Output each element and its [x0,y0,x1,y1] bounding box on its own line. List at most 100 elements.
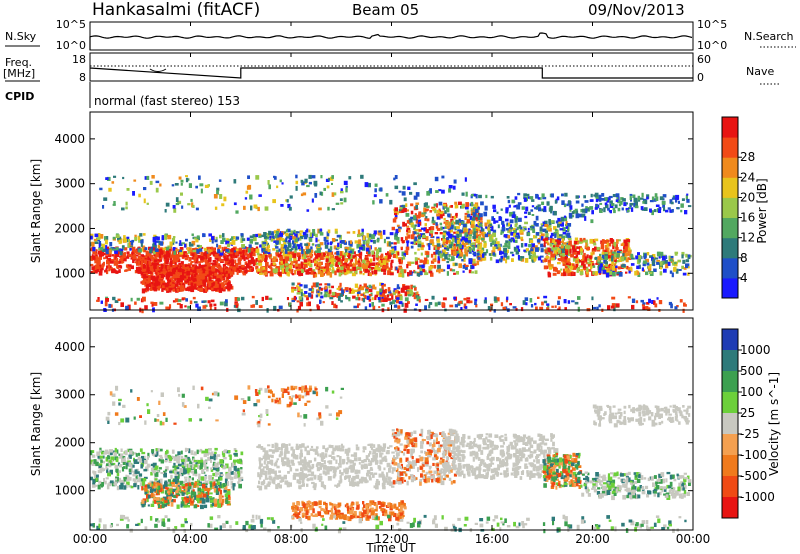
power-pixel [474,231,478,236]
power-pixel [505,218,509,222]
power-pixel [210,246,214,251]
power-pixel [437,301,441,306]
power-pixel [550,257,554,261]
power-pixel [474,298,478,302]
power-pixel [526,193,530,197]
power-colorbar-tick-label: 24 [740,170,755,184]
power-pixel [424,305,427,310]
power-pixel [516,249,521,252]
power-pixel [304,178,308,183]
power-pixel [121,252,125,258]
power-pixel [495,241,500,244]
power-pixel [541,201,545,205]
power-pixel [164,209,167,213]
power-pixel [441,253,446,257]
power-pixel [485,194,488,199]
power-pixel [523,196,526,199]
power-pixel [534,235,538,239]
power-pixel [483,299,487,304]
power-pixel [604,261,608,265]
power-pixel [309,254,313,259]
power-pixel [312,229,316,234]
power-pixel [583,195,586,199]
power-pixel [244,269,248,274]
power-pixel [213,194,218,199]
power-pixel [433,203,437,207]
power-pixel [648,267,652,271]
power-pixel [294,288,297,291]
power-pixel [311,198,314,203]
power-pixel [406,209,409,212]
power-pixel [176,288,180,293]
power-pixel [354,254,357,259]
power-pixel [413,215,417,220]
power-pixel [200,256,204,261]
power-pixel [524,297,529,301]
power-pixel [253,236,257,242]
power-pixel [679,299,683,303]
power-pixel [315,237,318,243]
velocity-pixel [233,448,237,452]
power-pixel [595,204,598,207]
power-pixel [490,195,494,199]
power-pixel [478,258,483,262]
power-pixel [291,282,295,286]
power-pixel [513,239,515,243]
power-pixel [681,251,685,256]
power-pixel [609,195,613,199]
power-pixel [453,215,457,220]
power-pixel [247,248,251,253]
power-pixel [503,248,507,253]
power-pixel [348,269,352,274]
power-pixel [310,287,315,293]
power-pixel [380,283,384,286]
power-pixel [428,302,433,305]
power-pixel [607,267,611,272]
power-pixel [550,254,554,258]
power-pixel [123,235,126,240]
power-pixel [250,205,253,211]
power-pixel [454,201,458,205]
power-pixel [109,265,112,269]
power-pixel [118,248,122,252]
power-pixel [553,245,556,248]
power-pixel [665,263,669,269]
velocity-pixel [164,460,168,463]
power-pixel [222,272,226,277]
power-pixel [285,256,290,261]
power-pixel [311,285,314,289]
power-pixel [125,264,129,268]
power-pixel [673,262,678,267]
power-pixel [203,269,206,274]
power-pixel [245,263,249,268]
power-pixel [443,202,447,205]
power-pixel [535,232,540,236]
power-pixel [382,266,385,270]
power-pixel [292,264,295,269]
power-pixel [530,226,534,231]
power-pixel [94,239,98,244]
power-pixel [112,296,116,301]
power-pixel [189,272,193,275]
power-pixel [505,259,508,264]
power-pixel [177,272,180,275]
power-pixel [487,227,490,231]
power-pixel [630,207,634,212]
power-pixel [390,259,394,264]
power-pixel [572,249,576,254]
power-pixel [594,207,598,210]
power-pixel [119,258,123,261]
power-pixel [172,247,176,251]
power-pixel [386,294,389,298]
power-pixel [500,232,503,235]
power-pixel [295,261,298,265]
power-pixel [458,250,462,253]
power-pixel [428,270,433,274]
power-pixel [289,249,292,253]
power-pixel [340,251,343,255]
power-pixel [195,239,199,243]
power-pixel [453,296,456,300]
power-pixel [302,232,307,236]
power-pixel [448,254,451,257]
power-pixel [517,192,521,196]
